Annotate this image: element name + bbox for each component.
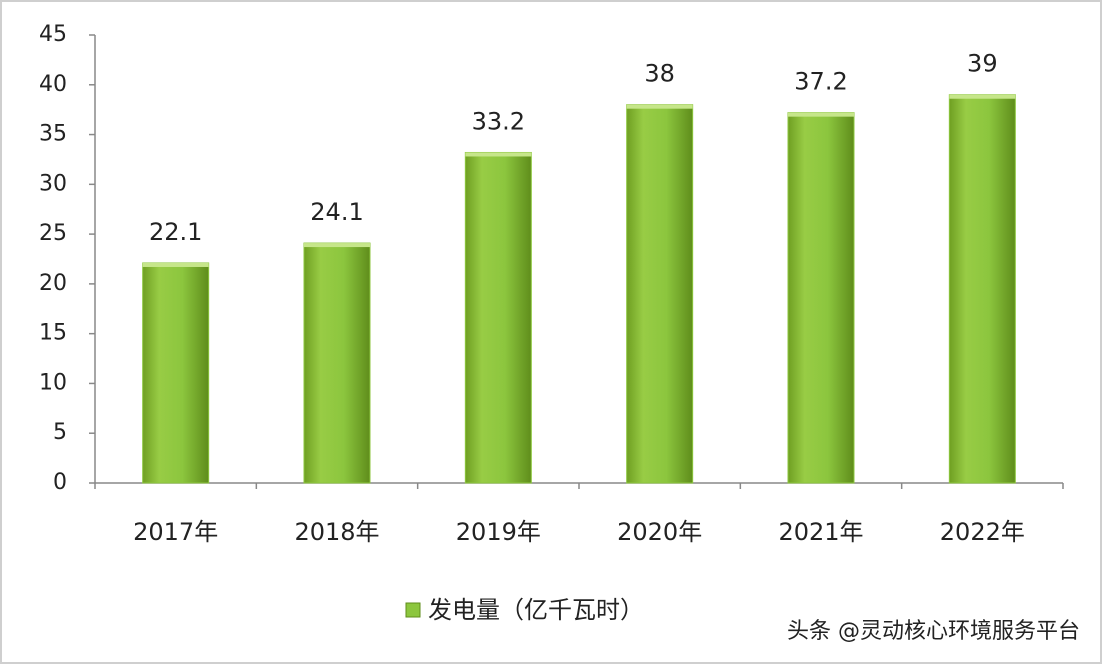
y-tick-label: 15 bbox=[39, 321, 67, 346]
bar bbox=[948, 94, 1016, 484]
data-label: 24.1 bbox=[310, 198, 363, 226]
x-tick-label: 2017年 bbox=[133, 518, 218, 546]
y-tick-label: 0 bbox=[53, 470, 67, 495]
y-tick-label: 40 bbox=[39, 72, 67, 97]
data-label: 37.2 bbox=[794, 68, 847, 96]
data-label: 33.2 bbox=[472, 107, 525, 135]
legend-label: 发电量（亿千瓦时） bbox=[428, 596, 644, 624]
y-tick-label: 45 bbox=[39, 22, 67, 47]
y-tick-label: 5 bbox=[53, 420, 67, 445]
bar-cap bbox=[142, 262, 209, 267]
y-tick-label: 30 bbox=[39, 171, 67, 196]
y-tick-label: 35 bbox=[39, 122, 67, 147]
data-label: 39 bbox=[967, 50, 998, 78]
watermark: 头条 @灵动核心环境服务平台 bbox=[787, 619, 1080, 644]
x-tick-label: 2022年 bbox=[940, 518, 1025, 546]
x-tick-label: 2021年 bbox=[778, 518, 863, 546]
bar-cap bbox=[788, 112, 854, 117]
y-tick-label: 25 bbox=[39, 221, 67, 246]
bar bbox=[787, 112, 855, 484]
bar bbox=[626, 104, 694, 484]
y-tick-label: 20 bbox=[39, 271, 67, 296]
x-tick-label: 2019年 bbox=[456, 518, 541, 546]
data-label: 38 bbox=[644, 60, 675, 88]
bar bbox=[464, 151, 532, 484]
data-label: 22.1 bbox=[149, 218, 202, 246]
legend-swatch bbox=[405, 602, 421, 618]
bar-cap bbox=[465, 152, 532, 157]
bar-cap bbox=[949, 94, 1016, 99]
bar-cap bbox=[626, 104, 693, 109]
bar-cap bbox=[304, 243, 370, 248]
x-tick-label: 2018年 bbox=[294, 518, 379, 546]
bar bbox=[303, 242, 371, 484]
x-tick-label: 2020年 bbox=[617, 518, 702, 546]
bar bbox=[142, 262, 210, 484]
y-tick-label: 10 bbox=[39, 370, 67, 395]
